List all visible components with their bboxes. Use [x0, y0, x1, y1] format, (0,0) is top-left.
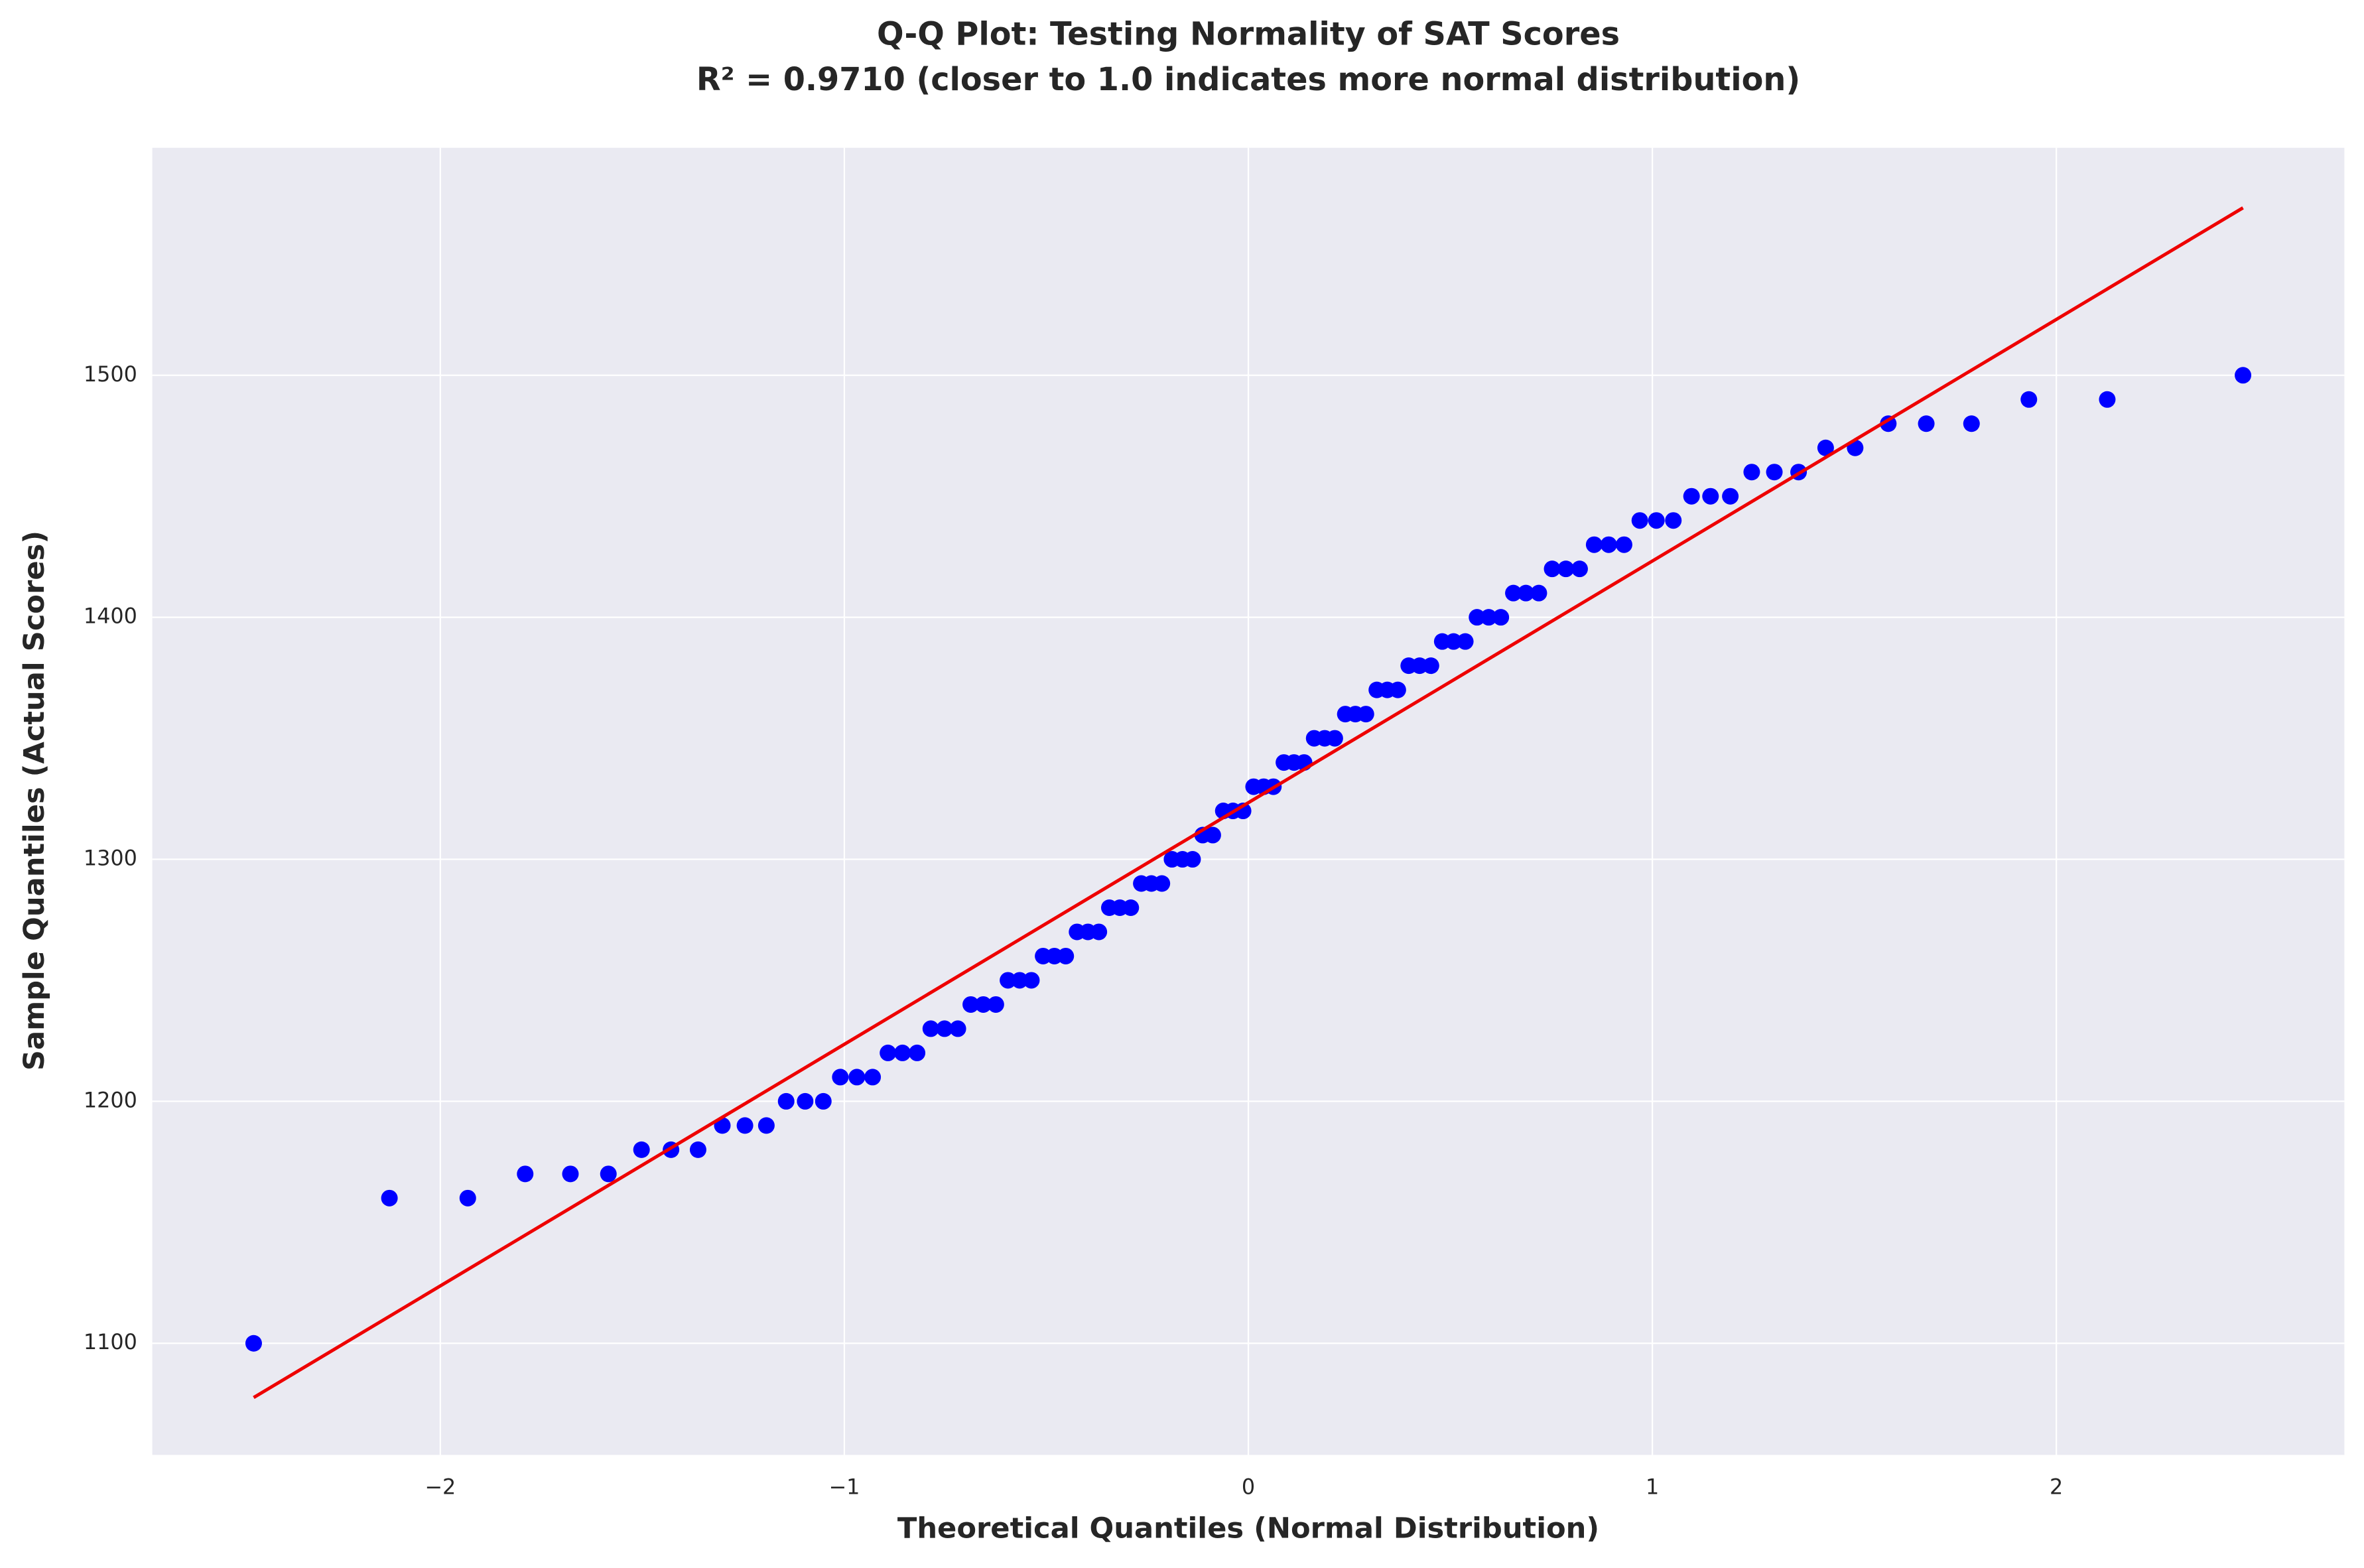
point [1585, 536, 1603, 553]
point [1122, 899, 1140, 916]
point [1204, 826, 1221, 844]
point [1766, 464, 1783, 481]
point [1722, 488, 1739, 505]
point [1000, 972, 1017, 989]
point [1457, 633, 1474, 650]
point [2235, 367, 2252, 384]
point [1057, 947, 1075, 964]
point [1326, 730, 1343, 747]
x-tick-label: 2 [2050, 1474, 2063, 1499]
point [987, 996, 1004, 1013]
point [962, 996, 980, 1013]
point [600, 1165, 617, 1183]
x-axis-label: Theoretical Quantiles (Normal Distributi… [897, 1512, 1599, 1545]
point [1492, 609, 1510, 626]
point [736, 1117, 754, 1134]
y-tick-label: 1100 [84, 1329, 137, 1354]
point [936, 1020, 953, 1037]
point [1184, 851, 1201, 868]
point [689, 1141, 706, 1158]
point [1357, 706, 1374, 723]
x-tick-label: 0 [1242, 1474, 1255, 1499]
y-tick-label: 1400 [84, 604, 137, 629]
point [1517, 584, 1534, 602]
point [1543, 560, 1561, 578]
fit-line [253, 206, 2244, 1400]
point [633, 1141, 650, 1158]
point [1743, 464, 1760, 481]
y-tick-label: 1500 [84, 361, 137, 387]
point [1011, 972, 1028, 989]
point [1505, 584, 1522, 602]
point [797, 1092, 814, 1110]
point [1665, 512, 1682, 529]
point [1918, 415, 1935, 432]
point [909, 1044, 926, 1061]
point [245, 1335, 262, 1352]
point [1648, 512, 1665, 529]
point [1683, 488, 1700, 505]
point [1615, 536, 1632, 553]
point [1880, 415, 1897, 432]
point [1600, 536, 1617, 553]
point [1702, 488, 1719, 505]
point [2020, 391, 2038, 408]
x-tick-label: 1 [1646, 1474, 1659, 1499]
point [757, 1117, 775, 1134]
y-axis-label: Sample Quantiles (Actual Scores) [18, 531, 51, 1071]
point [1631, 512, 1648, 529]
point [949, 1020, 966, 1037]
point [1090, 923, 1108, 941]
point [1153, 875, 1171, 892]
point [1817, 439, 1834, 456]
chart-subtitle: R² = 0.9710 (closer to 1.0 indicates mor… [696, 62, 1800, 98]
point [1571, 560, 1588, 578]
x-tick-label: −1 [828, 1474, 860, 1499]
point [1557, 560, 1575, 578]
y-tick-label: 1300 [84, 846, 137, 871]
point [1469, 609, 1486, 626]
point [517, 1165, 534, 1183]
point [1445, 633, 1462, 650]
point [974, 996, 992, 1013]
point [815, 1092, 832, 1110]
point [1530, 584, 1547, 602]
marks [245, 206, 2252, 1400]
point [459, 1189, 476, 1207]
point [1389, 681, 1406, 698]
point [864, 1069, 882, 1086]
point [1023, 972, 1040, 989]
point [880, 1044, 897, 1061]
x-tick-label: −2 [425, 1474, 456, 1499]
point [894, 1044, 911, 1061]
point [922, 1020, 939, 1037]
point [1963, 415, 1980, 432]
chart-title: Q-Q Plot: Testing Normality of SAT Score… [877, 17, 1620, 53]
y-tick-label: 1200 [84, 1087, 137, 1112]
point [777, 1092, 795, 1110]
point [2099, 391, 2116, 408]
point [562, 1165, 579, 1183]
point [1422, 657, 1439, 675]
point [832, 1069, 849, 1086]
point [848, 1069, 866, 1086]
point [1480, 609, 1497, 626]
point [381, 1189, 398, 1207]
